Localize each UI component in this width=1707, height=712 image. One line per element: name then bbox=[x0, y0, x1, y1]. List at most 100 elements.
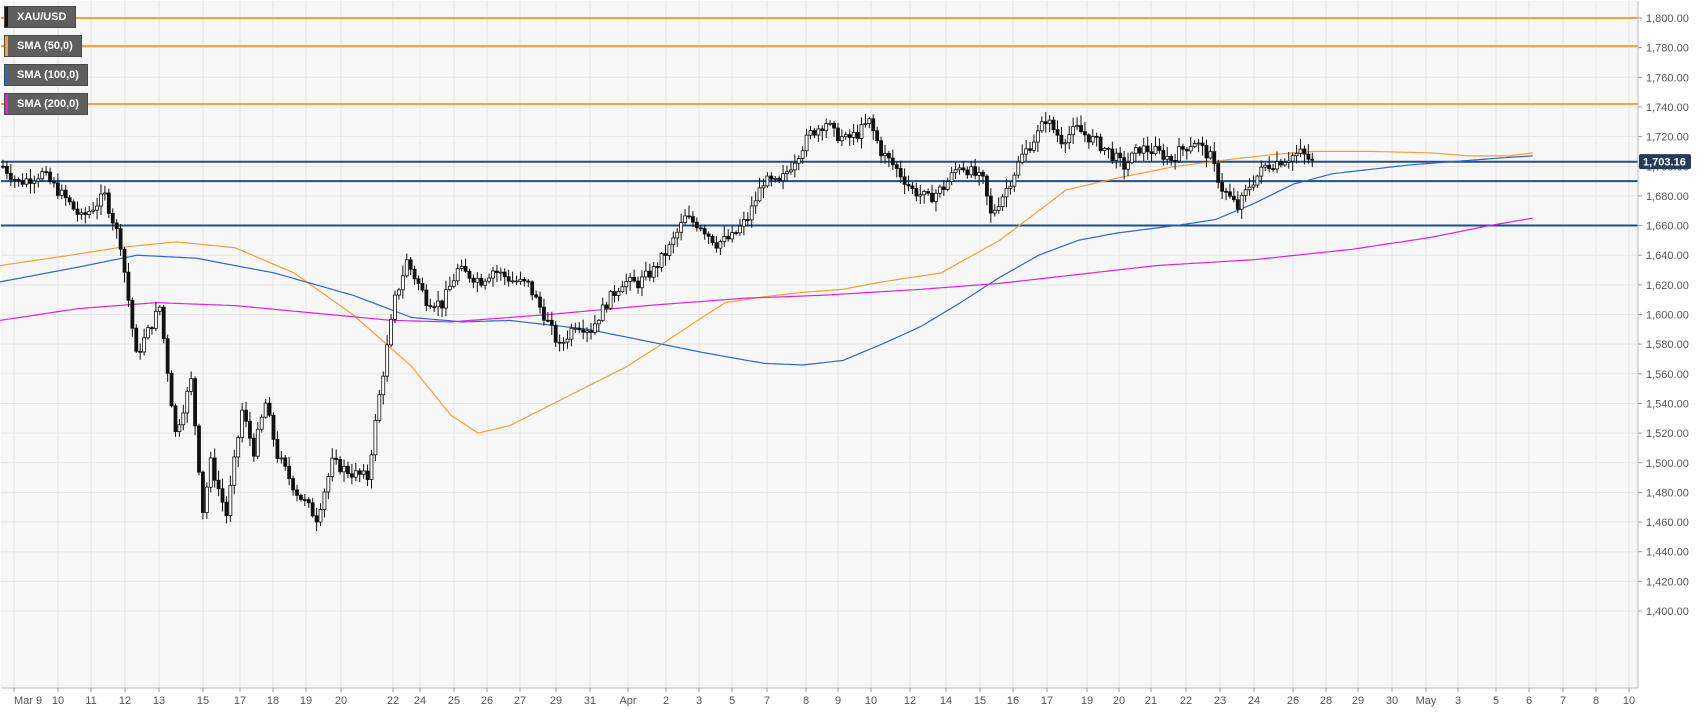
candle bbox=[745, 212, 750, 227]
candle bbox=[961, 160, 966, 173]
candle bbox=[836, 122, 840, 144]
candle-body-down bbox=[706, 233, 711, 237]
candle-body-up bbox=[1016, 161, 1021, 176]
candle-body-up bbox=[628, 276, 633, 282]
candle bbox=[832, 121, 836, 137]
candle bbox=[934, 189, 938, 212]
candle bbox=[616, 287, 621, 302]
candle-body-up bbox=[1294, 152, 1299, 157]
candle-body-down bbox=[220, 488, 225, 503]
candle bbox=[589, 322, 593, 340]
candle bbox=[95, 197, 99, 220]
candle-body-down bbox=[914, 188, 919, 197]
candle-body-up bbox=[259, 416, 264, 430]
candle bbox=[142, 328, 147, 356]
candle-body-down bbox=[197, 425, 201, 473]
candle bbox=[1196, 139, 1201, 153]
candle bbox=[1251, 175, 1256, 191]
candle bbox=[59, 184, 64, 200]
x-tick-label: 10 bbox=[52, 695, 64, 707]
candle bbox=[495, 264, 499, 282]
candle-body-down bbox=[702, 228, 707, 235]
candle bbox=[75, 201, 80, 222]
candle-body-down bbox=[412, 268, 417, 280]
candle bbox=[357, 468, 362, 483]
candle bbox=[918, 184, 923, 205]
x-tick-label: 20 bbox=[1113, 695, 1125, 707]
candle bbox=[538, 291, 542, 314]
candle bbox=[573, 322, 578, 334]
candle bbox=[1184, 147, 1189, 160]
legend-item-sma200[interactable]: SMA (200,0) bbox=[4, 93, 88, 115]
candle bbox=[295, 484, 299, 502]
candle-body-down bbox=[1216, 163, 1221, 183]
candle bbox=[1216, 159, 1221, 189]
candle bbox=[251, 433, 256, 462]
candle bbox=[5, 160, 9, 180]
candle bbox=[777, 175, 782, 184]
candle bbox=[753, 191, 758, 214]
candle bbox=[365, 464, 370, 487]
candle bbox=[1114, 148, 1119, 169]
candle bbox=[506, 269, 511, 287]
candle-body-down bbox=[777, 177, 782, 181]
candle-body-down bbox=[16, 179, 21, 182]
candle-body-up bbox=[1286, 160, 1291, 163]
candle bbox=[1024, 139, 1029, 161]
candle bbox=[436, 290, 441, 317]
candle-body-up bbox=[32, 180, 37, 184]
candle bbox=[1204, 139, 1209, 168]
legend-item-sma100[interactable]: SMA (100,0) bbox=[4, 64, 88, 86]
candle bbox=[220, 478, 225, 512]
candle-body-up bbox=[342, 465, 346, 473]
candle-body-down bbox=[20, 180, 25, 185]
candle bbox=[1208, 146, 1213, 160]
x-tick-label: 29 bbox=[1352, 695, 1364, 707]
candle bbox=[604, 301, 609, 313]
candle bbox=[1306, 144, 1311, 164]
candle bbox=[193, 376, 197, 436]
candle-body-up bbox=[741, 219, 746, 227]
candle bbox=[593, 314, 597, 335]
candle-body-down bbox=[440, 300, 444, 309]
candle-body-down bbox=[694, 221, 699, 229]
candle bbox=[647, 263, 652, 282]
candle-body-up bbox=[977, 171, 981, 176]
candle-body-down bbox=[67, 197, 72, 203]
candle bbox=[640, 270, 644, 297]
candle-body-up bbox=[24, 178, 29, 185]
candle bbox=[138, 343, 143, 360]
candle bbox=[785, 165, 789, 182]
candle-body-up bbox=[263, 402, 268, 418]
candle-body-down bbox=[110, 213, 115, 224]
legend-item-xauusd[interactable]: XAU/USD bbox=[4, 6, 76, 28]
candle bbox=[400, 265, 405, 299]
candle-body-down bbox=[1055, 129, 1060, 136]
x-tick-label: 12 bbox=[904, 695, 916, 707]
candle bbox=[620, 280, 625, 294]
candle-body-up bbox=[318, 509, 323, 523]
candle-body-down bbox=[295, 489, 299, 496]
candle bbox=[671, 231, 676, 254]
legend-item-sma50[interactable]: SMA (50,0) bbox=[4, 35, 82, 57]
candle bbox=[1212, 142, 1217, 172]
candle bbox=[299, 493, 303, 502]
candle bbox=[973, 158, 978, 180]
candle bbox=[898, 160, 903, 184]
candle bbox=[663, 244, 668, 266]
candle bbox=[526, 278, 531, 287]
candle-body-down bbox=[357, 470, 362, 475]
candle bbox=[412, 265, 417, 285]
candle-body-down bbox=[130, 299, 135, 329]
candle-body-down bbox=[1306, 153, 1311, 160]
candle-body-up bbox=[1035, 130, 1040, 143]
candle bbox=[1235, 191, 1240, 214]
candle-body-up bbox=[608, 291, 613, 309]
candle bbox=[1016, 156, 1021, 179]
x-tick-label: 9 bbox=[835, 695, 841, 707]
candle-body-down bbox=[8, 172, 13, 180]
candle-body-up bbox=[353, 470, 358, 478]
candle bbox=[565, 330, 570, 349]
candle bbox=[1177, 138, 1181, 164]
